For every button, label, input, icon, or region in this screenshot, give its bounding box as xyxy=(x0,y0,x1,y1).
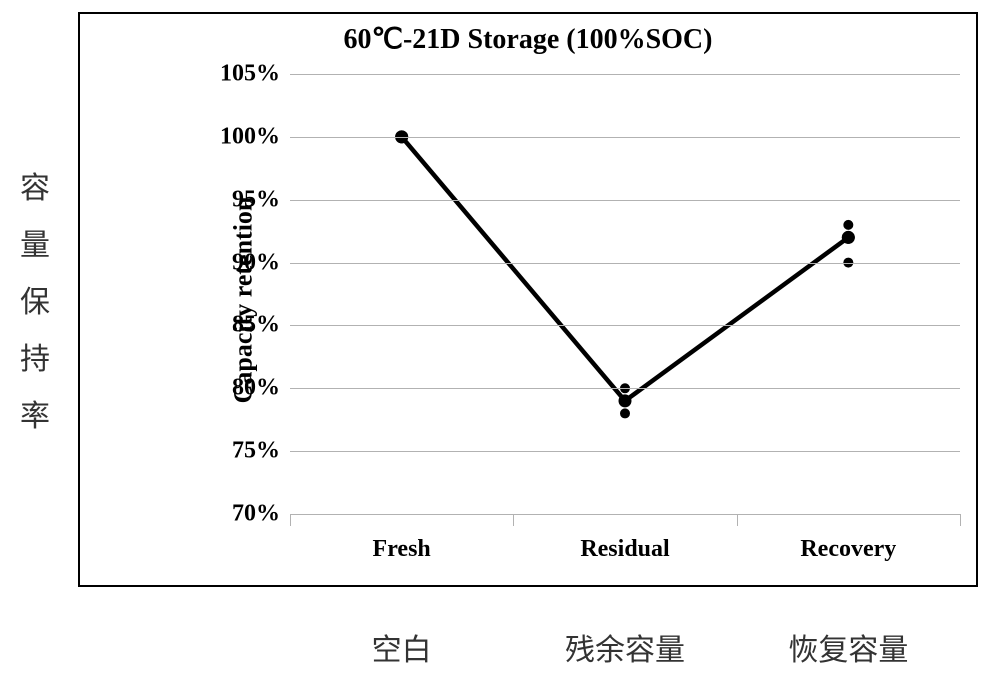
y-axis-label-cn: 容量保持率 xyxy=(20,160,50,445)
x-tick-label: Recovery xyxy=(800,536,896,563)
x-tick-label: Fresh xyxy=(373,536,431,563)
gridline xyxy=(290,74,960,75)
x-tick xyxy=(960,514,961,526)
chart-svg xyxy=(290,74,960,514)
x-axis-label-cn: 恢复容量 xyxy=(788,625,908,669)
chart-frame: 60℃-21D Storage (100%SOC) Capacity reten… xyxy=(78,12,978,587)
x-axis-label-cn: 残余容量 xyxy=(565,625,685,669)
data-point xyxy=(842,231,855,244)
y-tick-label: 100% xyxy=(220,123,280,150)
x-tick-label: Residual xyxy=(580,536,669,563)
chart-container: 容量保持率 60℃-21D Storage (100%SOC) Capacity… xyxy=(0,0,1000,682)
gridline xyxy=(290,137,960,138)
plot-area: 70%75%80%85%90%95%100%105%FreshResidualR… xyxy=(290,74,960,514)
data-point xyxy=(619,394,632,407)
y-tick-label: 105% xyxy=(220,61,280,88)
y-tick-label: 95% xyxy=(232,186,280,213)
trend-line xyxy=(402,137,849,401)
gridline xyxy=(290,388,960,389)
y-tick-label: 90% xyxy=(232,249,280,276)
x-axis-label-cn: 空白 xyxy=(372,625,432,669)
gridline xyxy=(290,514,960,515)
data-point xyxy=(620,408,630,418)
y-tick-label: 80% xyxy=(232,375,280,402)
gridline xyxy=(290,200,960,201)
x-tick xyxy=(290,514,291,526)
gridline xyxy=(290,325,960,326)
chart-title: 60℃-21D Storage (100%SOC) xyxy=(80,22,976,56)
gridline xyxy=(290,451,960,452)
y-axis-label-en: Capacity retention xyxy=(228,196,258,403)
x-tick xyxy=(737,514,738,526)
y-tick-label: 85% xyxy=(232,312,280,339)
x-tick xyxy=(513,514,514,526)
gridline xyxy=(290,263,960,264)
y-tick-label: 70% xyxy=(232,501,280,528)
data-point xyxy=(843,220,853,230)
y-tick-label: 75% xyxy=(232,438,280,465)
